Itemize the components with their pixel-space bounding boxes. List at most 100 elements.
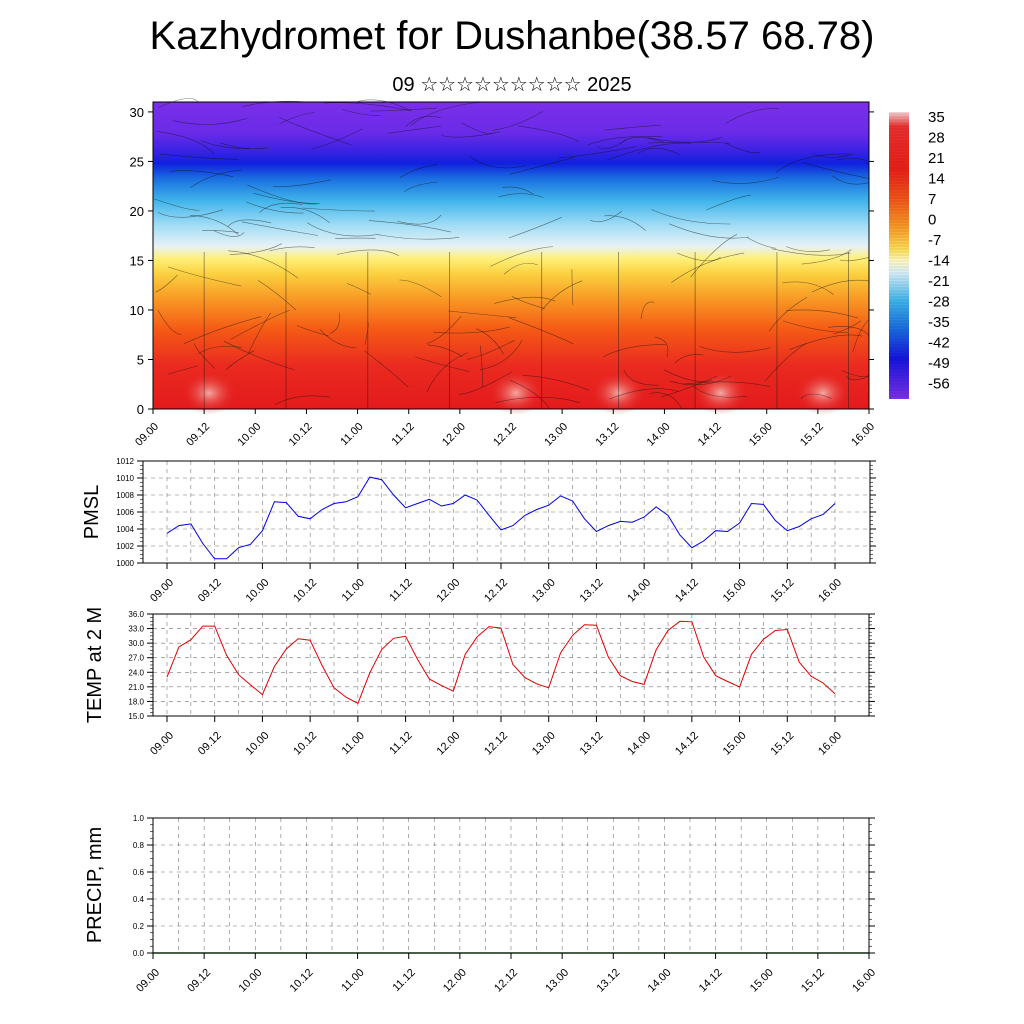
x-tick-label: 12.12 — [492, 967, 520, 995]
x-tick-label: 16.00 — [816, 730, 844, 758]
xs-x-tick-label: 15.00 — [747, 421, 775, 449]
streamline — [364, 350, 409, 388]
xs-x-tick-label: 10.12 — [287, 421, 315, 449]
y-tick-label: 1002 — [116, 542, 134, 551]
streamline — [623, 370, 659, 386]
streamline — [169, 170, 234, 177]
streamline — [541, 280, 583, 310]
streamline — [458, 371, 513, 395]
x-tick-label: 13.12 — [594, 967, 622, 995]
streamline — [649, 392, 683, 410]
streamline — [508, 217, 562, 239]
streamline — [172, 118, 248, 125]
x-tick-label: 12.12 — [482, 577, 510, 605]
streamline — [467, 340, 515, 360]
y-tick-label: 0.6 — [133, 868, 145, 877]
streamline — [837, 157, 870, 163]
precip-x-axis: 09.00 09.12 10.00 10.12 11.00 11.12 12.00 12.12… — [134, 953, 878, 995]
y-tick-label: 33.0 — [128, 625, 144, 634]
x-tick-label: 14.12 — [673, 730, 701, 758]
streamline — [801, 249, 852, 265]
streamline — [257, 280, 297, 311]
streamline — [405, 116, 441, 128]
colorbar-label: 14 — [928, 171, 945, 188]
x-tick-label: 14.00 — [625, 577, 653, 605]
streamline — [259, 202, 303, 213]
x-tick-label: 15.00 — [721, 730, 749, 758]
streamline — [399, 279, 442, 298]
streamline — [189, 215, 239, 235]
streamline — [410, 101, 484, 126]
x-tick-label: 15.00 — [748, 967, 776, 995]
figure-subtitle: 09 ☆☆☆☆☆☆☆☆☆ 2025 — [392, 74, 632, 96]
streamline — [596, 139, 627, 150]
xs-y-tick-label: 15 — [130, 253, 144, 268]
heat-spot — [794, 371, 851, 415]
xs-y-tick-label: 25 — [130, 154, 144, 169]
streamline — [397, 214, 442, 225]
y-tick-label: 0.8 — [133, 841, 145, 850]
streamline — [329, 312, 340, 334]
streamline — [269, 246, 315, 252]
streamline — [190, 169, 242, 189]
x-tick-label: 15.12 — [768, 730, 796, 758]
streamline — [194, 343, 216, 369]
y-tick-label: 1006 — [116, 508, 134, 517]
streamline — [495, 396, 581, 404]
temp2m-y-axis: 15.0 18.0 21.0 24.0 27.0 30.0 33.0 36.0 — [128, 610, 875, 721]
x-tick-label: 14.00 — [646, 967, 674, 995]
xs-y-tick-label: 0 — [137, 402, 144, 417]
x-tick-label: 10.12 — [291, 730, 319, 758]
streamline — [247, 184, 317, 205]
temp2m-frame — [152, 613, 870, 717]
x-tick-label: 13.12 — [578, 577, 606, 605]
y-tick-label: 1008 — [116, 491, 134, 500]
streamline — [356, 99, 412, 112]
streamline — [297, 325, 329, 337]
streamline — [775, 153, 850, 173]
streamline — [669, 223, 749, 239]
y-tick-label: 24.0 — [128, 668, 144, 677]
xs-x-tick-label: 13.12 — [593, 421, 621, 449]
streamline — [671, 252, 745, 283]
streamline — [502, 186, 534, 195]
y-tick-label: 0.4 — [133, 895, 145, 904]
streamline — [274, 395, 331, 405]
streamline — [441, 131, 501, 138]
x-tick-label: 13.00 — [543, 967, 571, 995]
streamline — [323, 102, 412, 112]
streamline — [609, 388, 679, 400]
streamline — [647, 137, 722, 143]
streamline — [768, 297, 808, 332]
x-tick-label: 12.12 — [482, 730, 510, 758]
streamline — [604, 124, 661, 131]
temp2m-grid — [153, 613, 869, 717]
streamline — [279, 112, 315, 124]
streamline — [771, 248, 851, 256]
x-tick-label: 12.00 — [434, 730, 462, 758]
precip-panel: 0.0 0.2 0.4 0.6 0.8 1.0 09.00 09.12 10.00 10.12 1… — [84, 814, 878, 995]
streamline — [460, 122, 493, 134]
x-tick-label: 11.00 — [339, 967, 366, 994]
streamline — [433, 326, 510, 334]
streamline — [802, 162, 870, 179]
streamline — [785, 246, 830, 252]
y-tick-label: 21.0 — [128, 683, 144, 692]
x-tick-label: 14.12 — [673, 577, 701, 605]
streamline — [602, 344, 666, 358]
streamline — [253, 192, 320, 204]
pmsl-grid — [143, 460, 870, 564]
streamline — [229, 243, 283, 255]
streamline — [828, 326, 870, 337]
streamline — [812, 153, 854, 158]
streamline — [509, 317, 574, 345]
xs-y-tick-label: 30 — [130, 105, 144, 120]
streamline — [494, 296, 556, 304]
streamline — [155, 274, 178, 293]
xs-x-tick-label: 15.12 — [798, 421, 826, 449]
streamline — [319, 328, 357, 349]
streamline — [651, 209, 731, 225]
colorbar-level-lines — [889, 113, 909, 397]
xs-y-tick-label: 5 — [137, 352, 144, 367]
